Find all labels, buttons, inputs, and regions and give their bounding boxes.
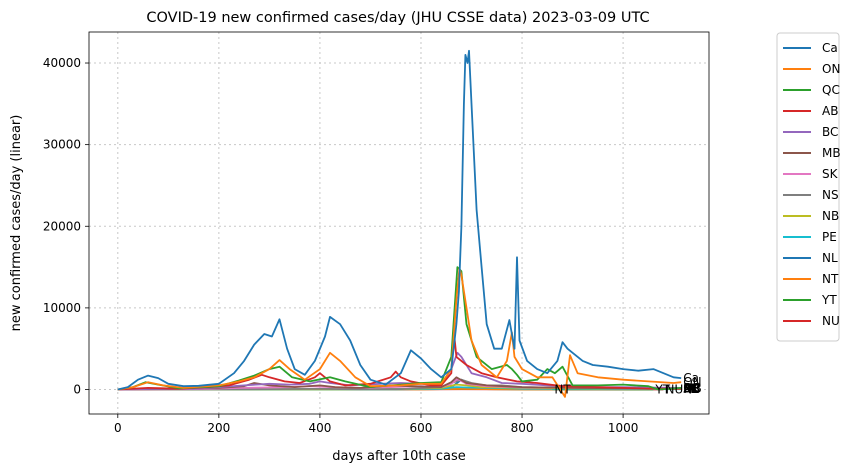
end-label-on: ON	[683, 375, 701, 389]
legend-entry-on: ON	[822, 62, 840, 76]
y-axis-ticks: 0 10000 20000 30000 40000	[43, 56, 89, 397]
x-tick-label: 800	[511, 421, 534, 435]
end-label-ab: AB	[683, 382, 699, 396]
y-tick-label: 20000	[43, 219, 81, 233]
end-label-nt: NT	[554, 382, 571, 396]
x-axis-label: days after 10th case	[332, 449, 466, 464]
x-tick-label: 1000	[608, 421, 639, 435]
legend: Ca ON QC AB BC MB SK NS NB PE NL NT YT NU	[776, 32, 841, 342]
end-label-nu: NU	[666, 382, 684, 396]
legend-entry-nb: NB	[822, 209, 839, 223]
legend-entry-nu: NU	[822, 314, 840, 328]
chart-title: COVID-19 new confirmed cases/day (JHU CS…	[146, 10, 649, 26]
series-line-ca	[117, 49, 682, 391]
legend-entry-ca: Ca	[822, 41, 838, 55]
legend-entry-bc: BC	[822, 125, 838, 139]
y-tick-label: 40000	[43, 56, 81, 70]
y-tick-label: 0	[73, 383, 81, 397]
legend-entry-nt: NT	[822, 272, 839, 286]
series-line-qc	[117, 266, 682, 391]
end-label-nb: NB	[683, 382, 700, 396]
end-label-sk: SK	[683, 382, 700, 396]
x-tick-label: 400	[308, 421, 331, 435]
end-label-ns: NS	[683, 382, 700, 396]
x-tick-label: 600	[410, 421, 433, 435]
legend-entry-ns: NS	[822, 188, 839, 202]
series-line-on	[117, 267, 682, 398]
end-label-qc: QC	[683, 381, 701, 395]
end-label-mb: MB	[683, 382, 702, 396]
grid	[89, 32, 709, 414]
legend-entry-pe: PE	[822, 230, 837, 244]
y-tick-label: 10000	[43, 301, 81, 315]
x-tick-label: 200	[207, 421, 230, 435]
y-tick-label: 30000	[43, 138, 81, 152]
y-axis-label: new confirmed cases/day (linear)	[9, 115, 24, 332]
end-label-yt: YT	[654, 382, 670, 396]
series-lines	[117, 49, 682, 398]
legend-entry-qc: QC	[822, 83, 840, 97]
end-label-pe: PE	[683, 382, 698, 396]
legend-entry-ab: AB	[822, 104, 838, 118]
legend-entry-yt: YT	[821, 293, 837, 307]
series-line-ab	[117, 329, 682, 391]
x-axis-ticks: 0 200 400 600 800 1000	[114, 414, 638, 435]
x-tick-label: 0	[114, 421, 122, 435]
plot-frame	[88, 31, 710, 415]
end-label-ca: Ca	[683, 371, 699, 385]
legend-entry-sk: SK	[822, 167, 839, 181]
end-label-nl: NL	[683, 382, 699, 396]
legend-entry-mb: MB	[822, 146, 841, 160]
legend-entry-nl: NL	[822, 251, 838, 265]
end-label-bc: BC	[683, 381, 699, 395]
legend-items: Ca ON QC AB BC MB SK NS NB PE NL NT YT NU	[783, 41, 841, 328]
